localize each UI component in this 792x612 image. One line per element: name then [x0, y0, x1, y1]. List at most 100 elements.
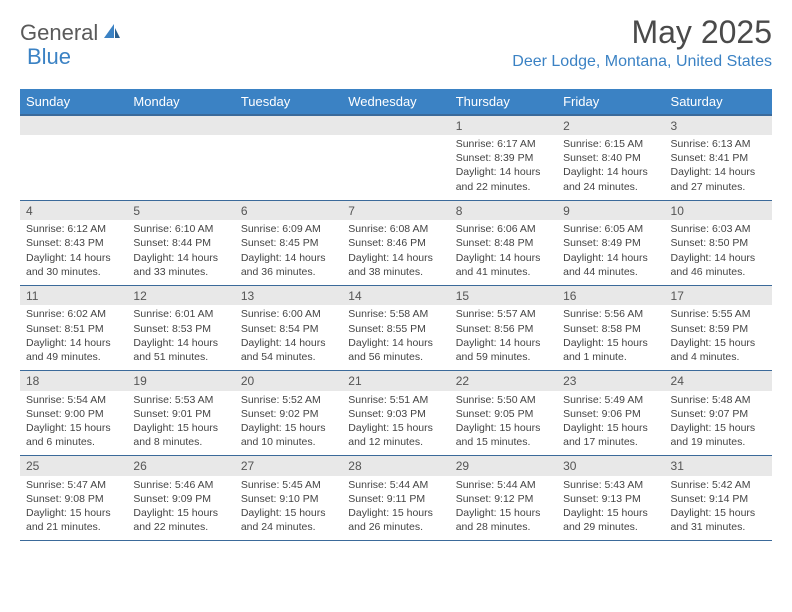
title-block: May 2025 Deer Lodge, Montana, United Sta… — [512, 14, 772, 71]
sunrise-line: Sunrise: 5:57 AM — [456, 307, 551, 321]
sunrise-line: Sunrise: 5:42 AM — [671, 478, 766, 492]
day-number-cell: 4 — [20, 200, 127, 220]
sunset-line: Sunset: 9:05 PM — [456, 407, 551, 421]
daylight-line: Daylight: 15 hours and 24 minutes. — [241, 506, 336, 534]
logo-line2: Blue — [27, 44, 71, 70]
col-monday: Monday — [127, 89, 234, 115]
day-number-cell: 16 — [557, 285, 664, 305]
sunset-line: Sunset: 8:40 PM — [563, 151, 658, 165]
sunset-line: Sunset: 8:44 PM — [133, 236, 228, 250]
day-detail-cell: Sunrise: 6:15 AMSunset: 8:40 PMDaylight:… — [557, 135, 664, 200]
week-detail-row: Sunrise: 5:54 AMSunset: 9:00 PMDaylight:… — [20, 391, 772, 456]
sunrise-line: Sunrise: 6:03 AM — [671, 222, 766, 236]
sunrise-line: Sunrise: 6:09 AM — [241, 222, 336, 236]
sunset-line: Sunset: 8:54 PM — [241, 322, 336, 336]
sunrise-line: Sunrise: 5:44 AM — [456, 478, 551, 492]
daylight-line: Daylight: 14 hours and 59 minutes. — [456, 336, 551, 364]
day-number-cell: 8 — [450, 200, 557, 220]
week-detail-row: Sunrise: 5:47 AMSunset: 9:08 PMDaylight:… — [20, 476, 772, 541]
sunrise-line: Sunrise: 6:08 AM — [348, 222, 443, 236]
sunset-line: Sunset: 8:55 PM — [348, 322, 443, 336]
day-number-cell: 14 — [342, 285, 449, 305]
sunrise-line: Sunrise: 6:06 AM — [456, 222, 551, 236]
sunset-line: Sunset: 9:12 PM — [456, 492, 551, 506]
day-detail-cell: Sunrise: 6:17 AMSunset: 8:39 PMDaylight:… — [450, 135, 557, 200]
sunset-line: Sunset: 8:48 PM — [456, 236, 551, 250]
day-number-cell: 5 — [127, 200, 234, 220]
day-detail-cell: Sunrise: 5:56 AMSunset: 8:58 PMDaylight:… — [557, 305, 664, 370]
day-number-cell: 13 — [235, 285, 342, 305]
day-detail-cell: Sunrise: 6:01 AMSunset: 8:53 PMDaylight:… — [127, 305, 234, 370]
day-number-cell: 9 — [557, 200, 664, 220]
col-sunday: Sunday — [20, 89, 127, 115]
day-detail-cell: Sunrise: 5:46 AMSunset: 9:09 PMDaylight:… — [127, 476, 234, 541]
day-detail-cell: Sunrise: 5:47 AMSunset: 9:08 PMDaylight:… — [20, 476, 127, 541]
sunrise-line: Sunrise: 5:58 AM — [348, 307, 443, 321]
day-detail-cell — [127, 135, 234, 200]
day-detail-cell — [235, 135, 342, 200]
day-number-cell: 19 — [127, 371, 234, 391]
day-number-cell: 10 — [665, 200, 772, 220]
day-detail-cell: Sunrise: 5:44 AMSunset: 9:12 PMDaylight:… — [450, 476, 557, 541]
sunset-line: Sunset: 9:10 PM — [241, 492, 336, 506]
daylight-line: Daylight: 15 hours and 17 minutes. — [563, 421, 658, 449]
day-number-cell: 26 — [127, 456, 234, 476]
week-day-row: 45678910 — [20, 200, 772, 220]
sunrise-line: Sunrise: 6:10 AM — [133, 222, 228, 236]
day-number-cell: 21 — [342, 371, 449, 391]
day-number-cell: 27 — [235, 456, 342, 476]
day-number-cell — [20, 115, 127, 135]
daylight-line: Daylight: 15 hours and 1 minute. — [563, 336, 658, 364]
sunset-line: Sunset: 8:58 PM — [563, 322, 658, 336]
day-detail-cell — [342, 135, 449, 200]
sunrise-line: Sunrise: 5:49 AM — [563, 393, 658, 407]
sunset-line: Sunset: 9:07 PM — [671, 407, 766, 421]
sunset-line: Sunset: 9:11 PM — [348, 492, 443, 506]
day-detail-cell: Sunrise: 5:48 AMSunset: 9:07 PMDaylight:… — [665, 391, 772, 456]
daylight-line: Daylight: 15 hours and 26 minutes. — [348, 506, 443, 534]
sunset-line: Sunset: 9:06 PM — [563, 407, 658, 421]
day-number-cell: 6 — [235, 200, 342, 220]
week-day-row: 123 — [20, 115, 772, 135]
daylight-line: Daylight: 15 hours and 4 minutes. — [671, 336, 766, 364]
sunrise-line: Sunrise: 5:52 AM — [241, 393, 336, 407]
sunset-line: Sunset: 8:45 PM — [241, 236, 336, 250]
sunrise-line: Sunrise: 5:43 AM — [563, 478, 658, 492]
daylight-line: Daylight: 14 hours and 38 minutes. — [348, 251, 443, 279]
week-detail-row: Sunrise: 6:02 AMSunset: 8:51 PMDaylight:… — [20, 305, 772, 370]
daylight-line: Daylight: 15 hours and 6 minutes. — [26, 421, 121, 449]
week-day-row: 18192021222324 — [20, 371, 772, 391]
sunset-line: Sunset: 8:51 PM — [26, 322, 121, 336]
day-detail-cell: Sunrise: 5:43 AMSunset: 9:13 PMDaylight:… — [557, 476, 664, 541]
daylight-line: Daylight: 15 hours and 21 minutes. — [26, 506, 121, 534]
day-number-cell: 24 — [665, 371, 772, 391]
sunrise-line: Sunrise: 5:50 AM — [456, 393, 551, 407]
day-detail-cell: Sunrise: 6:03 AMSunset: 8:50 PMDaylight:… — [665, 220, 772, 285]
daylight-line: Daylight: 14 hours and 56 minutes. — [348, 336, 443, 364]
daylight-line: Daylight: 15 hours and 19 minutes. — [671, 421, 766, 449]
sunset-line: Sunset: 8:49 PM — [563, 236, 658, 250]
sunrise-line: Sunrise: 6:05 AM — [563, 222, 658, 236]
week-day-row: 25262728293031 — [20, 456, 772, 476]
sunset-line: Sunset: 8:46 PM — [348, 236, 443, 250]
day-detail-cell: Sunrise: 5:49 AMSunset: 9:06 PMDaylight:… — [557, 391, 664, 456]
day-detail-cell: Sunrise: 5:42 AMSunset: 9:14 PMDaylight:… — [665, 476, 772, 541]
daylight-line: Daylight: 14 hours and 49 minutes. — [26, 336, 121, 364]
logo-text-blue: Blue — [27, 44, 71, 70]
col-thursday: Thursday — [450, 89, 557, 115]
sunrise-line: Sunrise: 5:51 AM — [348, 393, 443, 407]
day-detail-cell: Sunrise: 6:06 AMSunset: 8:48 PMDaylight:… — [450, 220, 557, 285]
sunset-line: Sunset: 9:00 PM — [26, 407, 121, 421]
sunrise-line: Sunrise: 5:48 AM — [671, 393, 766, 407]
week-detail-row: Sunrise: 6:12 AMSunset: 8:43 PMDaylight:… — [20, 220, 772, 285]
day-detail-cell: Sunrise: 6:02 AMSunset: 8:51 PMDaylight:… — [20, 305, 127, 370]
daylight-line: Daylight: 14 hours and 46 minutes. — [671, 251, 766, 279]
daylight-line: Daylight: 15 hours and 22 minutes. — [133, 506, 228, 534]
week-detail-row: Sunrise: 6:17 AMSunset: 8:39 PMDaylight:… — [20, 135, 772, 200]
day-detail-cell: Sunrise: 5:51 AMSunset: 9:03 PMDaylight:… — [342, 391, 449, 456]
week-day-row: 11121314151617 — [20, 285, 772, 305]
day-number-cell: 15 — [450, 285, 557, 305]
daylight-line: Daylight: 14 hours and 33 minutes. — [133, 251, 228, 279]
sunset-line: Sunset: 9:02 PM — [241, 407, 336, 421]
daylight-line: Daylight: 15 hours and 31 minutes. — [671, 506, 766, 534]
